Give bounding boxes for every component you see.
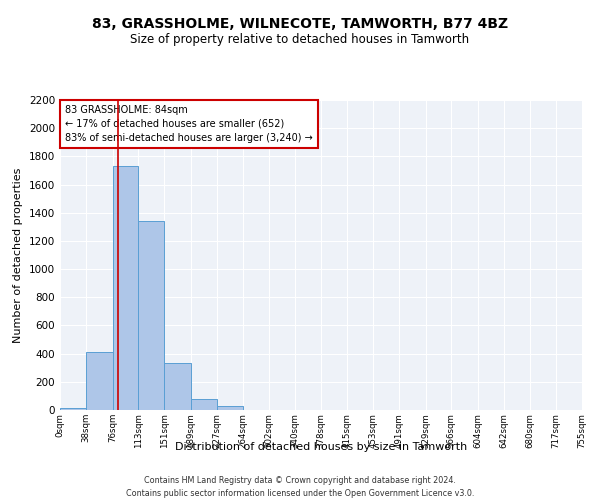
Bar [191,400,217,410]
Bar [60,408,86,410]
Text: Contains public sector information licensed under the Open Government Licence v3: Contains public sector information licen… [126,489,474,498]
Text: 83, GRASSHOLME, WILNECOTE, TAMWORTH, B77 4BZ: 83, GRASSHOLME, WILNECOTE, TAMWORTH, B77… [92,18,508,32]
Text: Contains HM Land Registry data © Crown copyright and database right 2024.: Contains HM Land Registry data © Crown c… [144,476,456,485]
Bar [86,352,113,410]
Y-axis label: Number of detached properties: Number of detached properties [13,168,23,342]
Bar [138,221,164,410]
Text: Distribution of detached houses by size in Tamworth: Distribution of detached houses by size … [175,442,467,452]
Bar [164,363,191,410]
Text: Size of property relative to detached houses in Tamworth: Size of property relative to detached ho… [130,32,470,46]
Bar [217,406,242,410]
Text: 83 GRASSHOLME: 84sqm
← 17% of detached houses are smaller (652)
83% of semi-deta: 83 GRASSHOLME: 84sqm ← 17% of detached h… [65,104,313,142]
Bar [113,166,138,410]
